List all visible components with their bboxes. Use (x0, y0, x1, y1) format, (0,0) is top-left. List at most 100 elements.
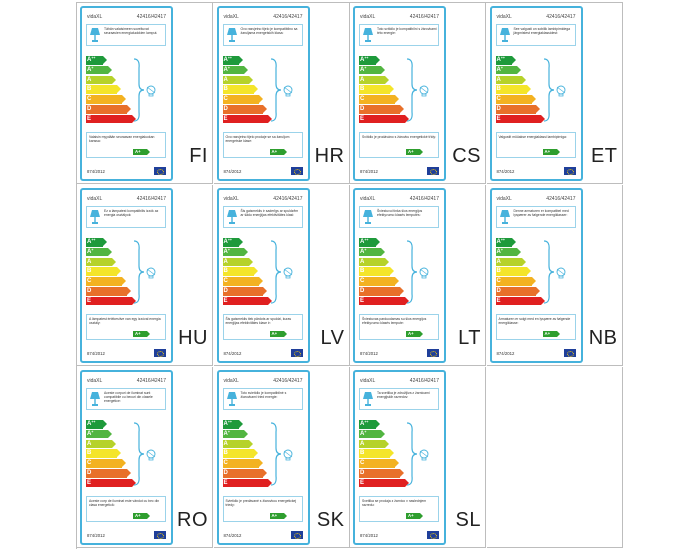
language-code: ET (590, 145, 618, 167)
energy-class-arrow: B (222, 449, 258, 458)
brand-name: vidaXL (360, 378, 376, 384)
sold-with-text: A lámpatest értékesítve van egy izzóval … (89, 317, 161, 326)
energy-class-arrow: D (86, 287, 131, 296)
model-number: 42416/42417 (136, 196, 166, 202)
energy-class-arrow: E (222, 296, 272, 306)
energy-class-arrow: A++ (495, 238, 517, 247)
grid-cell: vidaXL 42416/42417 Ez a lámpatest kompatib… (77, 185, 213, 366)
energy-class-arrow: A++ (86, 238, 107, 247)
compatibility-text: Ta svetilka je združljiva z žarnicami en… (377, 391, 430, 400)
grid-cell: vidaXL 42416/42417 Aceste corpuri de ilumi… (77, 367, 213, 548)
compatibility-text: Aceste corpuri de iluminat sunt compatib… (104, 391, 153, 404)
compatibility-box: Šviestuvui tinka šios energijos efektyvu… (359, 206, 439, 228)
energy-class-scale: A++ A+ A B C D E (495, 56, 556, 128)
compatibility-text: Šis gaismeklis ir saderīgs ar spuldzēm a… (240, 209, 299, 218)
grid-cell: vidaXL 42416/42417 Toto svítidlo je kompat… (350, 3, 486, 184)
grid-cell: vidaXL 42416/42417 Toto svietidlo je kompa… (213, 367, 350, 548)
energy-class-arrow: A++ (86, 420, 107, 429)
regulation-number: 874/2012 (360, 533, 378, 538)
energy-label: vidaXL 42416/42417 Tähän valaisimeen sovel… (80, 6, 173, 181)
compatibility-box: Denne armaturen er kompatibel med lyspær… (495, 206, 576, 228)
energy-class-arrow: A++ (222, 420, 244, 429)
energy-class-arrow: C (359, 459, 399, 468)
energy-class-scale: A++ A+ A B C D E (495, 238, 556, 310)
brand-name: vidaXL (360, 14, 376, 20)
energy-class-arrow: C (495, 95, 536, 104)
energy-class-arrow: D (359, 287, 404, 296)
bulb-icon (418, 83, 432, 99)
language-code: SK (316, 509, 345, 531)
energy-class-arrow: E (495, 296, 545, 306)
energy-class-arrow: A+ (222, 429, 248, 439)
model-number: 42416/42417 (546, 14, 576, 20)
energy-class-arrow: D (86, 469, 131, 478)
selected-class-badge: A+ (542, 331, 560, 337)
model-number: 42416/42417 (273, 14, 303, 20)
lamp-icon (362, 27, 374, 43)
energy-class-arrow: A (359, 439, 390, 449)
language-code: RO (177, 509, 208, 531)
lamp-icon (89, 391, 101, 407)
sold-with-text: Svítidlo je prodáváno s žárovku energeti… (362, 135, 437, 139)
compatibility-box: Toto svietidlo je kompatibilné s žiarovk… (222, 388, 303, 410)
eu-flag-icon (154, 167, 166, 175)
energy-class-arrow: C (222, 277, 263, 286)
energy-class-arrow: A (86, 257, 117, 267)
energy-class-arrow: A (222, 439, 254, 449)
grid-cell: vidaXL 42416/42417 Šis gaismeklis ir sader… (213, 185, 350, 366)
brand-name: vidaXL (87, 378, 103, 384)
sold-with-text: Valgustit müüakse energiaklassi lambipir… (498, 135, 567, 139)
energy-class-arrow: A+ (86, 429, 112, 439)
energy-class-arrow: B (495, 85, 531, 94)
bulb-icon (282, 447, 296, 463)
grid-cell: vidaXL 42416/42417 See valgusti on sobilik… (486, 3, 623, 184)
energy-class-arrow: C (86, 95, 126, 104)
brace-icon (132, 240, 146, 304)
grid-cell: vidaXL 42416/42417 Denne armaturen er komp… (486, 185, 623, 366)
energy-class-arrow: B (86, 267, 122, 276)
grid-cell (486, 367, 623, 548)
sold-with-text: Šis gaismeklis tiek pārdots ar spuldzi, … (225, 317, 292, 326)
sold-with-box: Svítidlo je prodáváno s žárovku energeti… (359, 132, 439, 158)
language-code: HU (178, 327, 208, 349)
sold-with-text: Šviestuvas parduodamas su šios energijos… (362, 317, 427, 326)
energy-label: vidaXL 42416/42417 Šviestuvui tinka šios e… (353, 188, 446, 363)
energy-class-arrow: B (495, 267, 531, 276)
eu-flag-icon (563, 167, 576, 175)
compatibility-box: Toto svítidlo je kompatibilní s žárovkam… (359, 24, 439, 46)
grid-cell: vidaXL 42416/42417 Šviestuvui tinka šios e… (350, 185, 486, 366)
sold-with-box: Svetilka se prodaja z žarnico v naslednj… (359, 496, 439, 522)
selected-class-badge: A+ (133, 331, 150, 337)
sold-with-text: Aceste corp de iluminat este vândut cu b… (89, 499, 160, 508)
sold-with-box: A lámpatest értékesítve van egy izzóval … (86, 314, 166, 340)
energy-class-arrow: A+ (495, 65, 521, 75)
bulb-icon (555, 265, 569, 281)
model-number: 42416/42417 (546, 196, 576, 202)
bulb-icon (145, 265, 159, 281)
brand-name: vidaXL (360, 196, 376, 202)
brand-name: vidaXL (496, 196, 512, 202)
energy-class-scale: A++ A+ A B C D E (359, 56, 419, 128)
regulation-number: 874/2012 (496, 169, 515, 174)
compatibility-text: Šviestuvui tinka šios energijos efektyvu… (377, 209, 423, 218)
regulation-number: 874/2012 (223, 351, 242, 356)
compatibility-text: Toto svítidlo je kompatibilní s žárovkam… (377, 27, 437, 36)
energy-class-arrow: C (359, 277, 399, 286)
model-number: 42416/42417 (136, 14, 166, 20)
energy-class-arrow: A (495, 257, 527, 267)
energy-class-arrow: A+ (86, 65, 112, 75)
energy-class-arrow: D (222, 287, 268, 296)
bulb-icon (282, 265, 296, 281)
sold-with-box: Aceste corp de iluminat este vândut cu b… (86, 496, 166, 522)
selected-class-badge: A+ (133, 513, 150, 519)
energy-class-arrow: E (359, 478, 409, 488)
energy-class-arrow: B (86, 449, 122, 458)
energy-class-scale: A++ A+ A B C D E (359, 238, 419, 310)
energy-class-arrow: E (222, 114, 272, 124)
lamp-icon (499, 209, 511, 225)
grid-cell: vidaXL 42416/42417 Tähän valaisimeen sovel… (77, 3, 213, 184)
energy-class-arrow: A (86, 75, 117, 85)
brace-icon (269, 422, 283, 486)
energy-class-arrow: A++ (222, 238, 244, 247)
energy-label: vidaXL 42416/42417 Aceste corpuri de ilumi… (80, 370, 173, 545)
